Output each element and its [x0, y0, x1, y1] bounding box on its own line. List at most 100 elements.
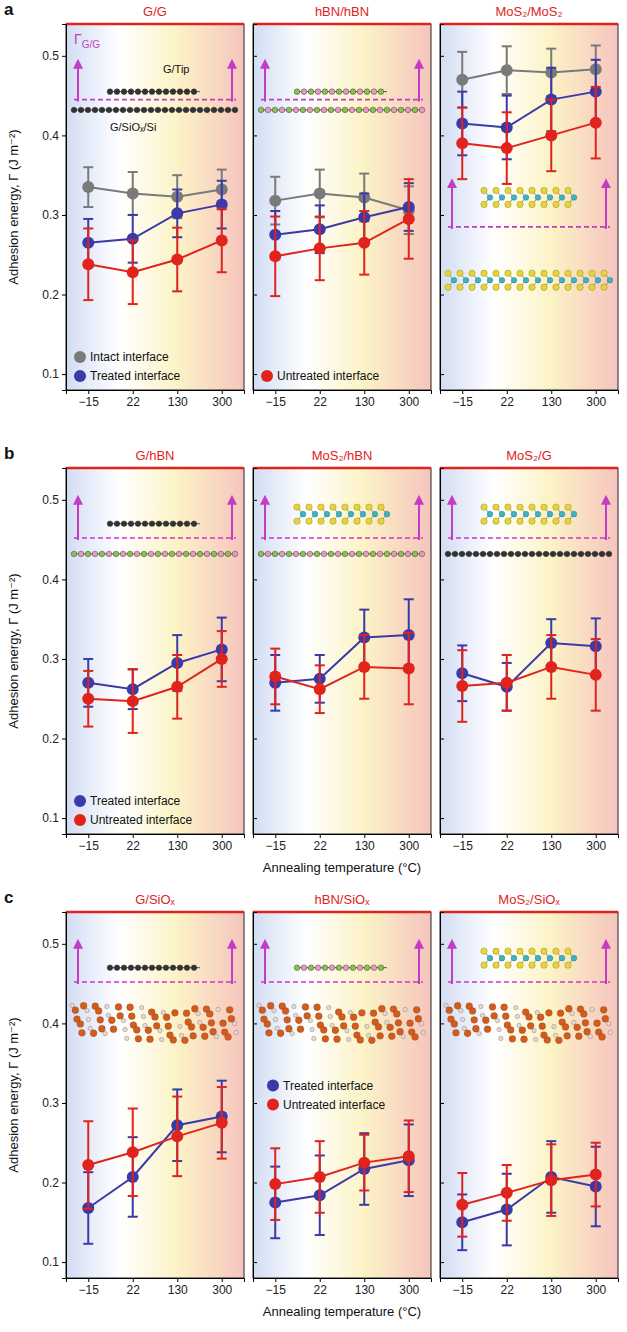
- x-tick-label: 22: [501, 1283, 515, 1297]
- atom: [191, 89, 197, 95]
- atom: [208, 1019, 215, 1026]
- atom: [148, 107, 154, 113]
- error-bar-cap: [172, 634, 182, 636]
- x-tick: −15: [453, 390, 474, 409]
- atom: [460, 1017, 464, 1021]
- data-point: [456, 680, 468, 692]
- atom: [279, 107, 285, 113]
- atom: [322, 1035, 329, 1042]
- data-point: [545, 129, 557, 141]
- data-point: [82, 258, 94, 270]
- x-tick: −15: [79, 1278, 100, 1297]
- atom: [582, 1019, 589, 1026]
- panel-title: hBN/SiOₓ: [315, 892, 371, 907]
- error-bar-cap: [359, 698, 369, 700]
- error-bar-cap: [359, 1132, 369, 1134]
- atom: [499, 195, 505, 201]
- x-tick-label: 130: [542, 395, 562, 409]
- y-tick-label: 0.3: [42, 652, 59, 666]
- atom: [493, 270, 499, 276]
- atom: [553, 284, 559, 290]
- error-bar-cap: [502, 95, 512, 97]
- x-tick: 22: [314, 1278, 328, 1297]
- legend-marker: [267, 1080, 279, 1092]
- error-bar-cap: [172, 718, 182, 720]
- x-tick-mark: [596, 834, 597, 838]
- y-tick-mark: [253, 56, 257, 57]
- error-bar-cap: [404, 632, 414, 634]
- atom: [505, 504, 511, 510]
- error-bar-cap: [502, 1164, 512, 1166]
- atom: [600, 1006, 607, 1013]
- error-bar-stem: [363, 1133, 365, 1205]
- atom: [92, 551, 98, 557]
- atom: [78, 107, 84, 113]
- schematic: [71, 64, 238, 113]
- error-bar-cap: [591, 86, 601, 88]
- error-bar: [591, 639, 601, 711]
- x-tick-mark: [596, 390, 597, 394]
- error-bar-cap: [270, 648, 280, 650]
- atom: [570, 1011, 574, 1015]
- legend: Treated interfaceUntreated interface: [267, 1079, 385, 1112]
- data-point: [314, 683, 326, 695]
- error-bar-cap: [315, 1140, 325, 1142]
- legend-marker: [74, 370, 86, 382]
- atom: [128, 1013, 135, 1020]
- atom: [211, 107, 217, 113]
- atom: [184, 521, 190, 527]
- y-tick-label: 0.2: [42, 732, 59, 746]
- atom: [505, 187, 511, 193]
- error-bar-cap: [359, 1189, 369, 1191]
- atom: [515, 1014, 519, 1018]
- atom: [384, 107, 390, 113]
- atom: [273, 1017, 277, 1021]
- atom: [110, 1026, 117, 1033]
- y-tick: [253, 659, 257, 660]
- error-bar-cap: [83, 1120, 93, 1122]
- y-tick-mark: [440, 1103, 444, 1104]
- y-tick: [253, 374, 257, 375]
- atom: [335, 107, 341, 113]
- atom: [267, 1002, 274, 1009]
- error-bar: [128, 172, 138, 215]
- atom: [537, 1014, 544, 1021]
- atom: [127, 1004, 134, 1011]
- x-tick-mark: [409, 390, 410, 394]
- x-axis-line: [254, 835, 432, 839]
- error-bar-cap: [270, 1237, 280, 1239]
- material-layer: [71, 551, 238, 557]
- atom: [264, 1021, 271, 1028]
- atom: [163, 89, 169, 95]
- legend-label: Untreated interface: [277, 369, 379, 383]
- atom: [349, 551, 355, 557]
- atom: [336, 511, 342, 517]
- atom: [592, 551, 598, 557]
- x-tick-label: 300: [212, 839, 232, 853]
- error-bar-cap: [315, 216, 325, 218]
- series-line: [88, 1123, 222, 1165]
- atom: [170, 965, 176, 971]
- atom: [377, 1032, 384, 1039]
- atom: [543, 551, 549, 557]
- x-tick-label: −15: [453, 1283, 474, 1297]
- atom: [356, 551, 362, 557]
- pull-arrow: [231, 944, 233, 984]
- error-bar: [315, 665, 325, 713]
- error-bar-cap: [83, 670, 93, 672]
- series-line: [88, 205, 222, 243]
- atom: [463, 277, 469, 283]
- y-tick: [253, 1103, 257, 1104]
- x-tick: 130: [355, 390, 375, 409]
- y-tick: [440, 1183, 444, 1184]
- atom: [97, 1016, 104, 1023]
- atom: [384, 551, 390, 557]
- error-bar-cap: [457, 107, 467, 109]
- atom: [152, 1013, 159, 1020]
- error-bar-cap: [404, 703, 414, 705]
- atom: [552, 1024, 556, 1028]
- atom: [502, 1013, 509, 1020]
- atom: [384, 511, 390, 517]
- y-axis: [253, 913, 257, 1279]
- atom: [114, 89, 120, 95]
